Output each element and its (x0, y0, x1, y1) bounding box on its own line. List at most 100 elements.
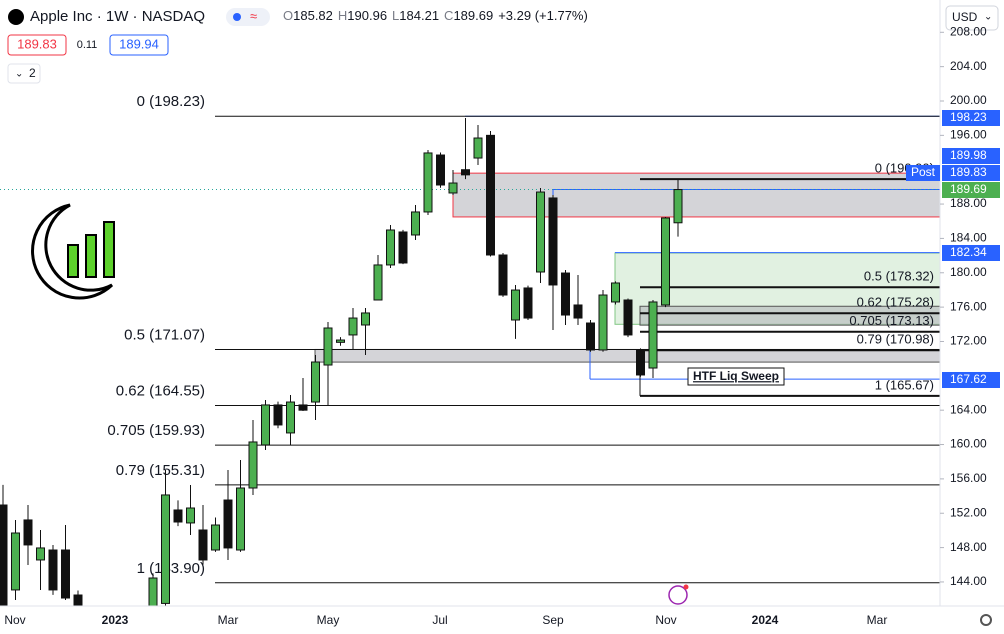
candle-body (536, 191, 545, 273)
candle-body (11, 532, 20, 591)
mode-toggle[interactable] (226, 8, 270, 26)
y-tick-label: 204.00 (950, 59, 987, 73)
price-tag-label: 189.69 (950, 182, 987, 196)
fib-label: 0.62 (164.55) (116, 382, 205, 399)
zone (639, 305, 940, 326)
fib-label: 0.705 (159.93) (107, 422, 205, 439)
spread: 0.11 (77, 39, 98, 51)
candle-body (336, 339, 345, 343)
indicator-toggle[interactable] (7, 63, 41, 84)
candle-body (348, 317, 358, 336)
candle-body (211, 524, 220, 551)
candle-body (436, 154, 445, 186)
candle-body (173, 509, 183, 523)
x-tick-label: Mar (867, 613, 888, 627)
candle-body (673, 189, 683, 224)
candle-body (286, 401, 295, 434)
post-label: Post (911, 165, 936, 179)
y-tick-label: 196.00 (950, 128, 987, 142)
sell-button[interactable] (7, 34, 67, 56)
ohlc: O185.82 H190.96 L184.21 C189.69 +3.29 (+1.77… (283, 8, 588, 23)
ohlc-label: H (338, 8, 347, 23)
candle-body (511, 289, 520, 321)
y-tick-label: 152.00 (950, 505, 987, 519)
y-tick-label: 148.00 (950, 540, 987, 554)
price-tag (942, 110, 1000, 126)
candle-body (636, 349, 645, 376)
currency: USD (952, 10, 978, 24)
candle-body (273, 404, 283, 426)
price-tag (942, 182, 1000, 198)
candle-body (373, 264, 383, 301)
x-tick-label: Nov (655, 613, 676, 627)
price-tag-label: 189.98 (950, 148, 987, 162)
y-tick-label: 144.00 (950, 574, 987, 588)
candle-body (398, 231, 408, 264)
candle-body (548, 197, 558, 286)
candle-body (523, 287, 533, 319)
ask-price: 189.94 (119, 36, 159, 51)
candle-body (623, 299, 633, 336)
annotation: HTF Liq Sweep (693, 369, 779, 383)
candle-body (586, 322, 595, 351)
candle-body (461, 169, 470, 176)
candle-body (486, 134, 495, 256)
fib-label: 0 (198.23) (137, 93, 205, 110)
y-tick-label: 164.00 (950, 402, 987, 416)
y-tick-label: 200.00 (950, 93, 987, 107)
candle-body (411, 211, 420, 236)
candle-body (648, 301, 658, 369)
candle-body (423, 152, 433, 213)
y-tick-label: 184.00 (950, 231, 987, 245)
candle-body (248, 441, 258, 489)
header: Apple Inc · 1W · NASDAQ ≈ O185.82 H190.96… (7, 5, 999, 626)
candle-body (361, 312, 370, 326)
candle-body (298, 404, 308, 411)
price-tag-label: 189.83 (950, 165, 987, 179)
y-tick-label: 176.00 (950, 299, 987, 313)
candle-body (198, 529, 208, 561)
post-tag (906, 165, 940, 181)
candle-body (573, 304, 583, 319)
candle-body (386, 229, 395, 266)
price-tag (942, 148, 1000, 164)
mode-icon: ≈ (250, 8, 257, 23)
y-tick-label: 160.00 (950, 437, 987, 451)
x-tick-label: May (317, 613, 340, 627)
settings-icon[interactable] (980, 614, 992, 626)
symbol-icon (8, 9, 24, 25)
logo (31, 203, 115, 300)
fib-label: 0.5 (171.07) (124, 326, 205, 343)
fib-label: 0.62 (175.28) (857, 295, 934, 310)
ohlc-label: L (392, 8, 399, 23)
change: +3.29 (+1.77%) (498, 8, 588, 23)
candle-body (73, 594, 83, 606)
fib-label: 1 (143.90) (137, 560, 205, 577)
price-tag (942, 372, 1000, 388)
currency-select[interactable] (945, 5, 999, 31)
y-tick-label: 156.00 (950, 471, 987, 485)
price-tag (942, 245, 1000, 261)
candle-body (48, 549, 58, 591)
fib-label: 0.79 (155.31) (116, 462, 205, 479)
x-tick-label: 2023 (102, 613, 129, 627)
candle-body (261, 404, 270, 446)
candle-body (23, 519, 33, 546)
fib-label: 0.705 (173.13) (849, 313, 934, 328)
candle-body (311, 361, 320, 403)
x-tick-label: Jul (432, 613, 447, 627)
event-icon[interactable] (668, 585, 688, 605)
candle-body (323, 327, 333, 366)
fib-label: 0.5 (178.32) (864, 269, 934, 284)
mode-icon (233, 13, 241, 21)
buy-button[interactable] (109, 34, 169, 56)
y-tick-label: 172.00 (950, 334, 987, 348)
ohlc-value: 189.69 (453, 8, 493, 23)
price-tag-label: 167.62 (950, 372, 987, 386)
y-tick-label: 188.00 (950, 196, 987, 210)
candle-body (598, 294, 608, 351)
chevron: ⌄ (15, 69, 23, 80)
candle-body (186, 507, 195, 524)
price-tag-label: 182.34 (950, 245, 987, 259)
